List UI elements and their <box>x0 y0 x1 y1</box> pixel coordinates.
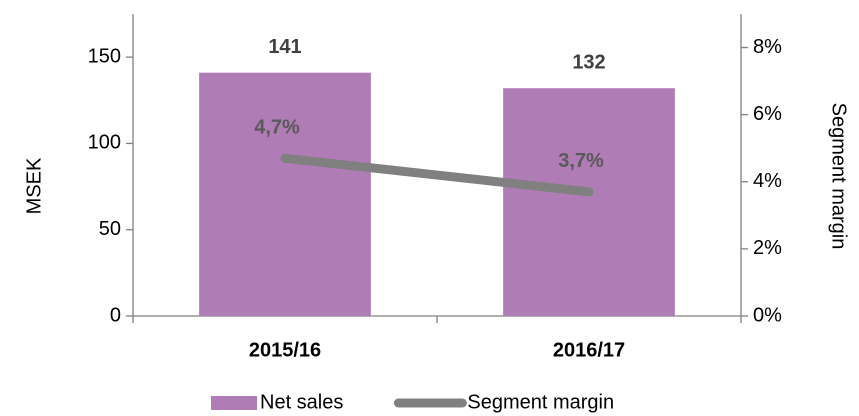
y-tick-label: 150 <box>88 45 121 67</box>
y-tick-label: 100 <box>88 132 121 154</box>
legend-label: Net sales <box>260 391 343 413</box>
x-tick-label: 2016/17 <box>553 339 625 361</box>
y-tick-label: 50 <box>99 218 121 240</box>
y-axis-title: MSEK <box>23 157 45 214</box>
y2-tick-label: 6% <box>753 103 782 125</box>
bar-value-label: 132 <box>572 51 605 73</box>
line-value-label: 4,7% <box>254 117 300 139</box>
legend-label: Segment margin <box>467 391 614 413</box>
line <box>280 153 594 197</box>
bar <box>503 88 675 316</box>
y2-tick-label: 4% <box>753 170 782 192</box>
line-value-label: 3,7% <box>558 150 604 172</box>
y2-axis-title: Segment margin <box>828 103 850 250</box>
y2-tick-label: 2% <box>753 237 782 259</box>
y-tick-label: 0 <box>110 304 121 326</box>
legend-swatch <box>211 396 257 410</box>
bar-value-label: 141 <box>268 36 301 58</box>
x-tick-label: 2015/16 <box>249 339 321 361</box>
y2-tick-label: 0% <box>753 304 782 326</box>
bar <box>199 72 371 316</box>
y2-tick-label: 8% <box>753 36 782 58</box>
